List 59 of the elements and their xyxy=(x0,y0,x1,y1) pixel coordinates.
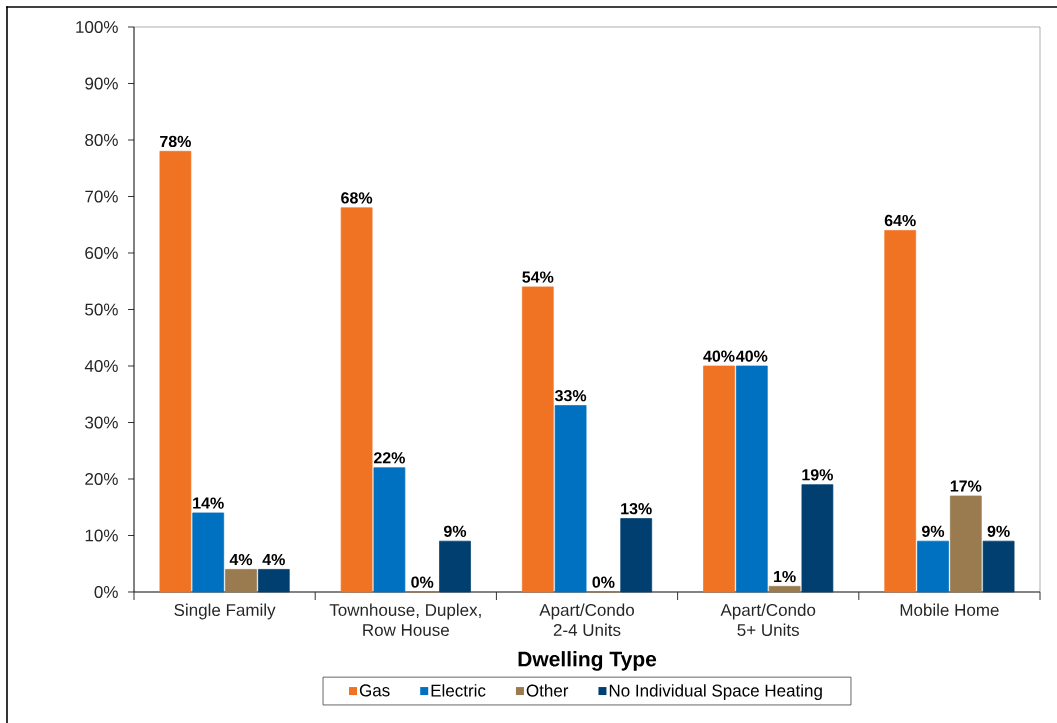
bar xyxy=(340,207,373,593)
y-tick-label: 30% xyxy=(85,416,118,429)
legend-label: No Individual Space Heating xyxy=(609,684,822,700)
data-label: 17% xyxy=(950,480,982,492)
data-label: 14% xyxy=(193,497,224,509)
x-axis-title: Dwelling Type xyxy=(518,651,657,671)
data-label: 0% xyxy=(592,576,615,588)
y-tick-label: 20% xyxy=(85,472,118,486)
bar xyxy=(257,569,290,593)
bar xyxy=(768,586,801,593)
x-tick-label: Single Family xyxy=(174,603,276,620)
data-label: 22% xyxy=(373,452,405,464)
data-label: 13% xyxy=(621,503,652,515)
y-tick-label: 40% xyxy=(84,359,118,373)
bar xyxy=(917,540,949,593)
data-label: 19% xyxy=(802,469,833,481)
bar xyxy=(225,569,257,593)
legend-label: Other xyxy=(526,684,569,697)
bar xyxy=(735,365,768,593)
y-tick-label: 10% xyxy=(85,529,118,542)
legend-label: Electric xyxy=(431,684,486,697)
legend-label: Gas xyxy=(359,684,390,697)
bar xyxy=(982,540,1015,593)
data-label: 9% xyxy=(987,525,1010,537)
y-tick-label: 80% xyxy=(85,133,118,147)
data-label: 0% xyxy=(411,576,434,588)
bar xyxy=(620,518,653,593)
y-tick-label: 0% xyxy=(94,585,118,599)
data-label: 40% xyxy=(736,350,768,362)
bar xyxy=(884,230,917,593)
data-label: 68% xyxy=(341,192,373,204)
bar xyxy=(439,540,471,593)
bar xyxy=(159,150,192,593)
data-label: 54% xyxy=(522,271,554,283)
x-tick-label: Apart/Condo 5+ Units xyxy=(720,603,816,637)
data-label: 33% xyxy=(554,390,587,402)
y-tick-label: 60% xyxy=(85,246,118,260)
data-label: 4% xyxy=(229,553,253,566)
bar xyxy=(373,467,406,593)
data-label: 9% xyxy=(922,525,945,537)
bar xyxy=(521,286,554,593)
bar xyxy=(949,495,982,593)
bar xyxy=(801,484,834,593)
bar xyxy=(554,405,587,593)
bar xyxy=(703,365,735,593)
y-tick-label: 90% xyxy=(85,77,118,90)
x-tick-label: Mobile Home xyxy=(900,603,999,617)
data-label: 4% xyxy=(262,553,285,566)
data-label: 78% xyxy=(160,135,191,148)
data-label: 1% xyxy=(774,570,796,583)
y-tick-label: 100% xyxy=(76,20,118,34)
y-tick-label: 70% xyxy=(85,190,118,203)
data-label: 40% xyxy=(703,350,735,362)
data-label: 64% xyxy=(884,214,916,227)
y-tick-label: 50% xyxy=(85,303,118,316)
x-tick-label: Apart/Condo 2-4 Units xyxy=(539,603,634,637)
data-label: 9% xyxy=(443,525,467,537)
bar xyxy=(192,512,225,593)
x-tick-label: Townhouse, Duplex, Row House xyxy=(329,603,481,637)
